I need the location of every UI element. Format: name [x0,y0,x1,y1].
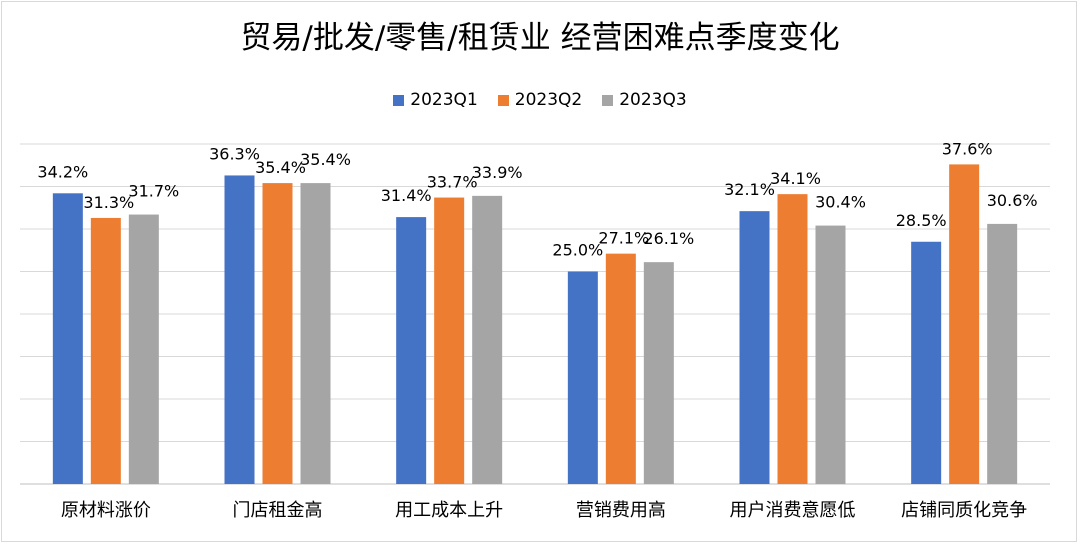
bar [90,217,121,484]
legend-label-q1: 2023Q1 [410,90,478,110]
bar [643,262,674,484]
data-label: 36.3% [209,144,260,163]
bar [739,211,770,484]
x-tick-label: 门店租金高 [233,500,323,521]
x-tick-label: 用工成本上升 [395,500,503,521]
bar [262,183,293,484]
legend-label-q3: 2023Q3 [619,90,687,110]
legend-label-q2: 2023Q2 [514,90,583,110]
bar [987,223,1018,484]
data-label: 35.4% [300,150,351,169]
data-label: 25.0% [552,241,603,260]
legend-item-q3: 2023Q3 [602,88,687,112]
x-tick-label: 店铺同质化竞争 [901,500,1027,521]
bar [911,241,942,484]
bar [815,225,846,484]
data-label: 34.1% [770,169,821,188]
data-label: 30.4% [815,193,866,212]
data-label: 31.4% [381,186,432,205]
data-label: 30.6% [987,191,1038,210]
data-label: 33.7% [427,173,478,192]
bar [777,194,808,484]
bar [396,217,427,484]
bar [128,214,159,485]
data-label: 31.3% [83,193,134,212]
bar [472,195,503,484]
data-label: 35.4% [255,158,306,177]
bar [52,193,83,485]
data-label: 33.9% [472,163,523,182]
bar [605,253,636,484]
legend-swatch-q3 [602,94,614,106]
legend-swatch-q1 [393,94,405,106]
x-tick-label: 原材料涨价 [61,500,151,521]
bar [434,197,465,485]
data-label: 26.1% [643,229,694,248]
bar [224,175,255,484]
legend-swatch-q2 [497,94,509,106]
data-label: 32.1% [724,180,775,199]
bar [567,271,598,484]
data-label: 34.2% [37,162,88,181]
x-tick-label: 营销费用高 [576,500,666,521]
data-label: 37.6% [942,139,993,158]
legend-item-q2: 2023Q2 [497,88,583,112]
bar [300,183,331,484]
chart-legend: 2023Q1 2023Q2 2023Q3 [0,88,1080,112]
data-label: 27.1% [598,229,649,248]
bar [949,164,980,484]
data-label: 31.7% [128,182,179,201]
x-tick-label: 用户消费意愿低 [730,500,856,521]
chart-title: 贸易/批发/零售/租赁业 经营困难点季度变化 [240,20,840,56]
data-label: 28.5% [896,211,947,230]
legend-item-q1: 2023Q1 [393,88,478,112]
